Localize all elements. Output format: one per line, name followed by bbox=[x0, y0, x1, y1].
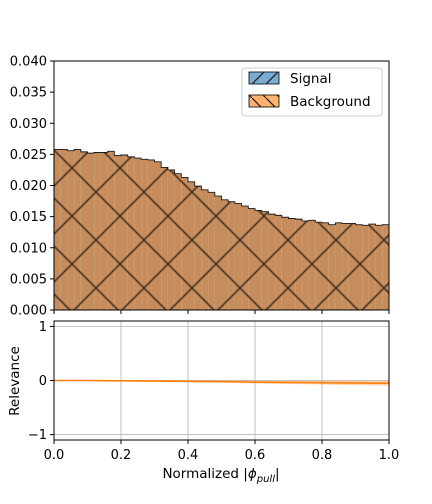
legend-item-background: Background bbox=[248, 94, 371, 110]
histogram-bars bbox=[53, 148, 390, 311]
x-axis-label-main: Normalized | bbox=[162, 466, 247, 482]
relevance-series-line bbox=[54, 379, 390, 385]
relevance-x-tick-label-4: 0.8 bbox=[312, 448, 333, 463]
x-axis-label-end: | bbox=[275, 466, 280, 482]
background-hatch bbox=[54, 149, 389, 310]
relevance-x-tick-label-5: 1.0 bbox=[379, 448, 400, 463]
relevance-panel: −1 0 1 0.0 0.2 0.4 0.6 0.8 1.0 Relevance Normal… bbox=[7, 320, 399, 485]
histogram-y-tick-label-4: 0.020 bbox=[10, 179, 47, 194]
x-axis-label-phi: ϕ bbox=[248, 466, 257, 482]
x-axis-label-sub: pull bbox=[256, 474, 275, 485]
relevance-x-tick-label-2: 0.4 bbox=[178, 448, 199, 463]
histogram-y-tick-label-6: 0.030 bbox=[10, 117, 47, 132]
histogram-y-tick-label-2: 0.010 bbox=[10, 241, 47, 256]
histogram-y-tick-label-0: 0.000 bbox=[10, 304, 47, 319]
signal-outline bbox=[53, 148, 390, 311]
relevance-y-tick-label-0: −1 bbox=[28, 428, 47, 443]
relevance-line bbox=[54, 379, 390, 385]
relevance-y-tick-label-2: 1 bbox=[39, 320, 47, 335]
legend-swatch-signal-hatch bbox=[249, 72, 279, 84]
x-axis-label: Normalized |ϕpull| bbox=[162, 466, 279, 485]
legend-label-signal: Signal bbox=[290, 71, 331, 87]
histogram-y-tick-label-5: 0.025 bbox=[10, 148, 47, 163]
histogram-x-ticks bbox=[53, 310, 390, 314]
histogram-y-ticks: 0.000 0.005 0.010 0.015 0.020 0.025 0.030 0.035… bbox=[10, 55, 54, 319]
relevance-y-ticks: −1 0 1 bbox=[28, 320, 54, 443]
legend-swatch-background-hatch bbox=[249, 95, 279, 107]
legend: Signal Background bbox=[241, 67, 383, 117]
relevance-y-tick-label-1: 0 bbox=[39, 374, 47, 389]
legend-item-signal: Signal bbox=[248, 71, 331, 87]
relevance-x-ticks: 0.0 0.2 0.4 0.6 0.8 1.0 bbox=[44, 440, 400, 463]
histogram-y-tick-label-7: 0.035 bbox=[10, 86, 47, 101]
legend-label-background: Background bbox=[290, 94, 371, 110]
relevance-x-tick-label-0: 0.0 bbox=[44, 448, 65, 463]
histogram-y-tick-label-8: 0.040 bbox=[10, 55, 47, 70]
histogram-y-tick-label-3: 0.015 bbox=[10, 210, 47, 225]
histogram-panel: 0.000 0.005 0.010 0.015 0.020 0.025 0.030 0.035… bbox=[10, 55, 390, 319]
histogram-y-tick-label-1: 0.005 bbox=[10, 272, 47, 287]
y-axis-label: Relevance bbox=[7, 346, 23, 416]
relevance-x-tick-label-1: 0.2 bbox=[111, 448, 132, 463]
relevance-x-tick-label-3: 0.6 bbox=[245, 448, 266, 463]
